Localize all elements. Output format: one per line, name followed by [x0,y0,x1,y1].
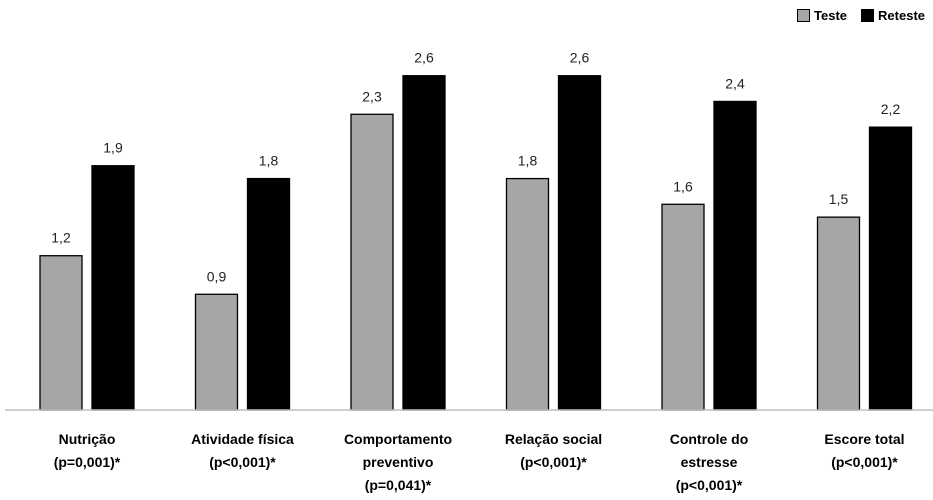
bar-reteste [868,126,913,411]
x-tick-label: (p=0,001)* [54,454,121,470]
legend-label-reteste: Reteste [878,8,925,23]
data-label: 1,6 [673,178,693,194]
data-label: 2,6 [570,50,590,66]
data-label: 1,2 [51,230,71,246]
bar-teste [350,113,394,411]
legend-item-reteste: Reteste [861,8,925,23]
bar-reteste [402,75,446,411]
x-tick-label: preventivo [363,454,434,470]
legend-swatch-reteste [861,9,875,22]
bar-reteste [557,75,602,411]
bar-teste [194,293,239,411]
bar-teste [39,255,83,411]
bar-teste [505,177,550,411]
x-tick-label: Atividade física [191,431,294,447]
x-tick-label: (p<0,001)* [209,454,276,470]
x-tick-label: Nutrição [59,431,116,447]
data-label: 2,4 [725,75,745,91]
x-tick-label: Escore total [824,431,904,447]
x-tick-label: (p<0,001)* [676,477,743,493]
data-label: 1,8 [259,153,279,169]
x-tick-label: (p<0,001)* [520,454,587,470]
data-label: 2,6 [414,50,434,66]
bar-reteste [91,165,135,411]
x-tick-label: estresse [681,454,738,470]
bar-reteste [246,177,291,411]
data-label: 1,8 [518,153,538,169]
data-label: 1,9 [103,140,123,156]
data-label: 2,3 [362,88,382,104]
legend-item-teste: Teste [797,8,847,23]
data-label: 1,5 [829,191,849,207]
data-label: 2,2 [881,101,901,117]
x-tick-label: (p=0,041)* [365,477,432,493]
legend-swatch-teste [797,9,811,22]
bar-reteste [713,100,757,411]
legend: Teste Reteste [797,8,925,23]
bar-teste [661,203,705,411]
x-tick-label: Controle do [670,431,749,447]
x-tick-label: Comportamento [344,431,452,447]
data-label: 0,9 [207,268,227,284]
x-tick-label: Relação social [505,431,602,447]
bar-teste [816,216,861,411]
x-tick-label: (p<0,001)* [831,454,898,470]
legend-label-teste: Teste [814,8,848,23]
